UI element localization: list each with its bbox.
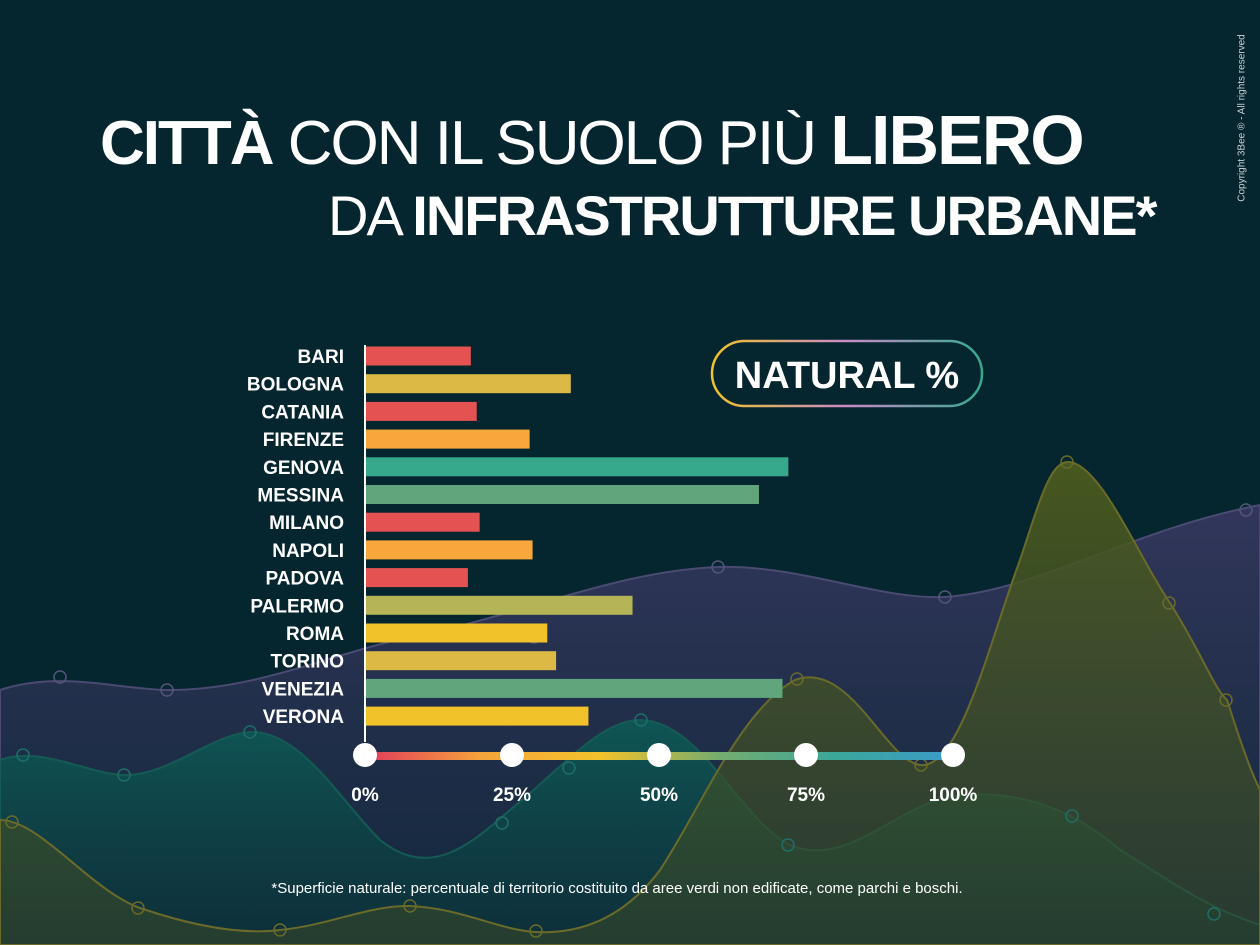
tick-label: 75%	[787, 785, 825, 806]
tick-label: 100%	[929, 785, 978, 806]
bar-padova	[366, 568, 468, 588]
category-label: PADOVA	[266, 569, 345, 590]
bar-bologna	[366, 374, 571, 394]
legend-label: NATURAL %	[735, 355, 959, 397]
tick-marker	[794, 743, 818, 767]
tick-label: 50%	[640, 785, 678, 806]
legend-badge-outline	[710, 339, 984, 408]
bar-verona	[366, 706, 589, 726]
legend-badge: NATURAL %	[710, 339, 984, 408]
category-label: CATANIA	[261, 402, 344, 423]
title-segment: INFRASTRUTTURE URBANE*	[412, 184, 1157, 247]
tick-marker	[647, 743, 671, 767]
tick-label: 25%	[493, 785, 531, 806]
bar-milano	[366, 512, 480, 532]
category-label: VENEZIA	[262, 679, 345, 700]
bar-firenze	[366, 429, 530, 449]
category-label: PALERMO	[250, 596, 344, 617]
bar-messina	[366, 485, 759, 504]
category-label: ROMA	[286, 624, 344, 645]
bar-bari	[366, 346, 471, 366]
category-label: MILANO	[269, 513, 344, 534]
category-label: VERONA	[263, 707, 345, 728]
bar-venezia	[366, 678, 783, 698]
category-label: NAPOLI	[272, 541, 344, 562]
category-label: BOLOGNA	[247, 375, 344, 396]
bar-palermo	[366, 595, 633, 615]
tick-marker	[500, 743, 524, 767]
tick-label: 0%	[351, 785, 379, 806]
category-label: MESSINA	[257, 486, 344, 507]
bar-genova	[366, 457, 789, 477]
bar-torino	[366, 651, 557, 671]
category-label: GENOVA	[263, 458, 344, 479]
title-line-1: CITTÀ CON IL SUOLO PIÙ LIBERO	[100, 100, 1085, 180]
category-label: TORINO	[270, 652, 344, 673]
category-label: BARI	[298, 347, 344, 368]
title-segment: CITTÀ	[100, 109, 275, 178]
title-segment: CON IL SUOLO PIÙ	[272, 109, 831, 178]
title-segment: LIBERO	[830, 101, 1084, 179]
bar-roma	[366, 623, 548, 643]
footnote: *Superficie naturale: percentuale di ter…	[271, 880, 963, 897]
bar-napoli	[366, 540, 533, 560]
title-line-2: DA INFRASTRUTTURE URBANE*	[328, 183, 1157, 248]
tick-marker	[941, 743, 965, 767]
tick-marker	[353, 743, 377, 767]
title-segment: DA	[328, 184, 413, 247]
category-label: FIRENZE	[263, 430, 344, 451]
bar-catania	[366, 401, 477, 421]
